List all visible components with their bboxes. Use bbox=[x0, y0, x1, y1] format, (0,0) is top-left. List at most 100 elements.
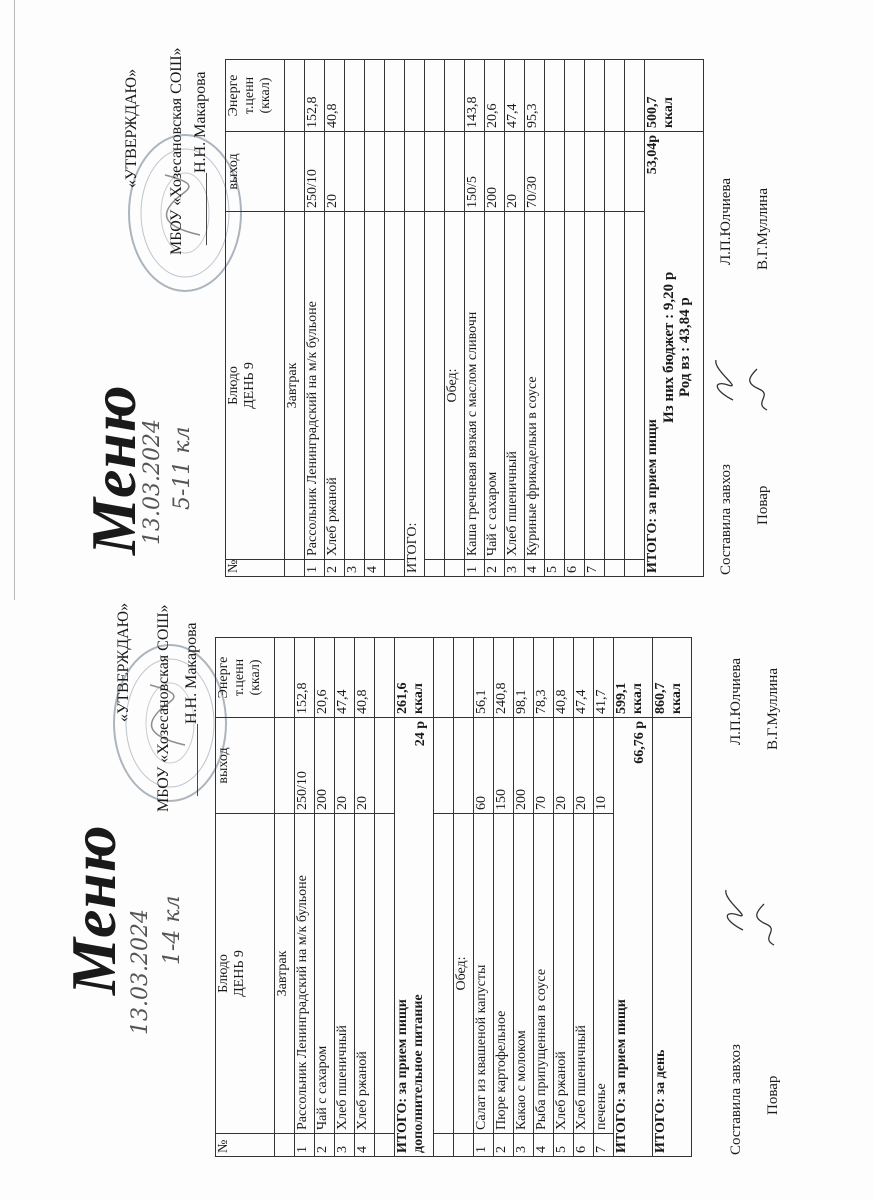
dish-number: 7 bbox=[584, 559, 605, 577]
total-energy: 860,7 bbox=[653, 682, 668, 715]
dish-number: 5 bbox=[553, 1133, 574, 1157]
dish-energy: 47,4 bbox=[334, 637, 355, 718]
section-label: Завтрак bbox=[274, 813, 295, 1134]
dish-row: 1 Рассольник Ленинградский на м/к бульоне… bbox=[304, 59, 325, 577]
header-dish-label: Блюдо bbox=[216, 954, 231, 993]
budget-share: Из них бюджет : 9,20 р bbox=[661, 271, 677, 423]
header-energy-1: Энерге bbox=[226, 74, 241, 117]
dish-output: 200 bbox=[314, 717, 335, 814]
page-title: Меню bbox=[58, 824, 129, 995]
dish-output bbox=[364, 131, 385, 212]
dish-row: 1 Каша гречневая вязкая с маслом сливочн 1… bbox=[464, 59, 485, 577]
handwritten-date: 13.03.2024 bbox=[128, 909, 153, 1035]
director-name: _________Н.Н. Макарова bbox=[183, 622, 200, 796]
signature-composer bbox=[715, 359, 734, 401]
blank-cell bbox=[624, 59, 645, 132]
blank-cell bbox=[433, 813, 454, 1134]
dish-name bbox=[344, 211, 365, 560]
dish-row: 2 Хлеб ржаной 20 40,8 bbox=[324, 59, 345, 577]
cook-label: Повар bbox=[755, 485, 771, 525]
total-label-2: дополнительное питание bbox=[411, 994, 426, 1153]
header-num: № bbox=[215, 1133, 275, 1157]
dish-energy: 40,8 bbox=[354, 637, 375, 718]
dish-name bbox=[544, 211, 565, 560]
dish-row: 1 Рассольник Ленинградский на м/к бульоне… bbox=[294, 637, 315, 1157]
dish-number: 1 bbox=[294, 1133, 315, 1157]
dish-row: 2 Пюре картофельное 150 240,8 bbox=[493, 637, 514, 1157]
dish-row: 5 Хлеб ржаной 20 40,8 bbox=[553, 637, 574, 1157]
composed-by-label: Составила завхоз bbox=[718, 464, 734, 575]
parents-share: Род вз : 43,84 р bbox=[677, 297, 693, 397]
page-title: Меню bbox=[78, 384, 149, 555]
dish-output: 20 bbox=[354, 717, 375, 814]
blank-cell bbox=[604, 59, 625, 132]
total-label-cell: 53,04р ИТОГО: за прием пищи Из них бюджет … bbox=[644, 131, 704, 577]
header-day: ДЕНЬ 9 bbox=[232, 950, 247, 997]
blank-cell bbox=[284, 559, 305, 577]
dish-energy: 240,8 bbox=[493, 637, 514, 718]
header-row: № Блюдо ДЕНЬ 9 выход Энерге т.ценн (ккал) bbox=[215, 637, 275, 1157]
header-energy: Энерге т.ценн (ккал) bbox=[225, 59, 285, 132]
school-name: МБОУ «Хозесановская СОШ» bbox=[155, 604, 172, 812]
blank-cell bbox=[374, 1133, 395, 1157]
dish-name: Какао с молоком bbox=[513, 813, 534, 1134]
dish-output: 20 bbox=[334, 717, 355, 814]
dish-energy: 41,7 bbox=[593, 637, 614, 718]
dish-energy bbox=[544, 59, 565, 132]
dish-output: 20 bbox=[324, 131, 345, 212]
dish-name: Хлеб ржаной bbox=[553, 813, 574, 1134]
dish-number: 2 bbox=[484, 559, 505, 577]
header-dish: Блюдо ДЕНЬ 9 bbox=[215, 813, 275, 1134]
signature-cook bbox=[756, 903, 775, 946]
blank-cell bbox=[384, 59, 405, 132]
dish-name: Салат из квашеной капусты bbox=[473, 813, 494, 1134]
dish-row: 6 Хлеб пшеничный 20 47,4 bbox=[573, 637, 594, 1157]
dish-number: 1 bbox=[464, 559, 485, 577]
blank-cell bbox=[274, 717, 295, 814]
blank-cell bbox=[424, 131, 445, 212]
total-energy-cell: 500,7 ккал bbox=[644, 59, 704, 132]
blank-cell bbox=[274, 637, 295, 718]
dish-row: 4 Рыба припущенная в соусе 70 78,3 bbox=[533, 637, 554, 1157]
cook-label: Повар bbox=[765, 1075, 781, 1115]
menu-table: № Блюдо ДЕНЬ 9 выход Энерге т.ценн (ккал) Завтр… bbox=[215, 637, 692, 1157]
header-output: выход bbox=[215, 717, 275, 814]
dish-output: 200 bbox=[484, 131, 505, 212]
school-stamp bbox=[113, 644, 227, 802]
dish-number: 4 bbox=[354, 1133, 375, 1157]
menu-page-grades-1-4: Меню 13.03.2024 1-4 кл «УТВЕРЖДАЮ» МБОУ … bbox=[0, 600, 873, 1200]
school-stamp bbox=[128, 134, 242, 292]
total-energy: 500,7 bbox=[645, 96, 660, 129]
dish-output: 60 bbox=[473, 717, 494, 814]
dish-output bbox=[544, 131, 565, 212]
dish-name: Хлеб пшеничный bbox=[504, 211, 525, 560]
dish-number: 4 bbox=[533, 1133, 554, 1157]
header-energy-1: Энерге bbox=[216, 656, 231, 699]
blank-cell bbox=[433, 1133, 454, 1157]
blank-cell bbox=[604, 559, 625, 577]
composed-by-name: Л.П.Юлчиева bbox=[728, 658, 744, 745]
total-energy-cell: 860,7 ккал bbox=[652, 637, 692, 718]
blank-cell bbox=[624, 211, 645, 560]
section-row: Обед: bbox=[453, 637, 474, 1157]
dish-row: 3 bbox=[344, 59, 365, 577]
dish-output: 70 bbox=[533, 717, 554, 814]
dish-output: 20 bbox=[553, 717, 574, 814]
dish-row: 3 Хлеб пшеничный 20 47,4 bbox=[334, 637, 355, 1157]
dish-row: 5 bbox=[544, 59, 565, 577]
blank-cell bbox=[274, 1133, 295, 1157]
dish-name: Рассольник Ленинградский на м/к бульоне bbox=[294, 813, 315, 1134]
blank-row bbox=[384, 59, 405, 577]
dish-number: 2 bbox=[324, 559, 345, 577]
blank-cell bbox=[374, 637, 395, 718]
dish-output: 20 bbox=[573, 717, 594, 814]
blank-row bbox=[424, 59, 445, 577]
dish-output: 70/30 bbox=[524, 131, 545, 212]
total-energy: 599,1 bbox=[614, 682, 629, 715]
dish-output: 20 bbox=[504, 131, 525, 212]
total-label: ИТОГО: за прием пищи bbox=[614, 999, 629, 1153]
handwritten-grade: 1-4 кл bbox=[160, 895, 185, 965]
blank-cell bbox=[424, 559, 445, 577]
dish-energy bbox=[584, 59, 605, 132]
header-dish: Блюдо ДЕНЬ 9 bbox=[225, 211, 285, 560]
